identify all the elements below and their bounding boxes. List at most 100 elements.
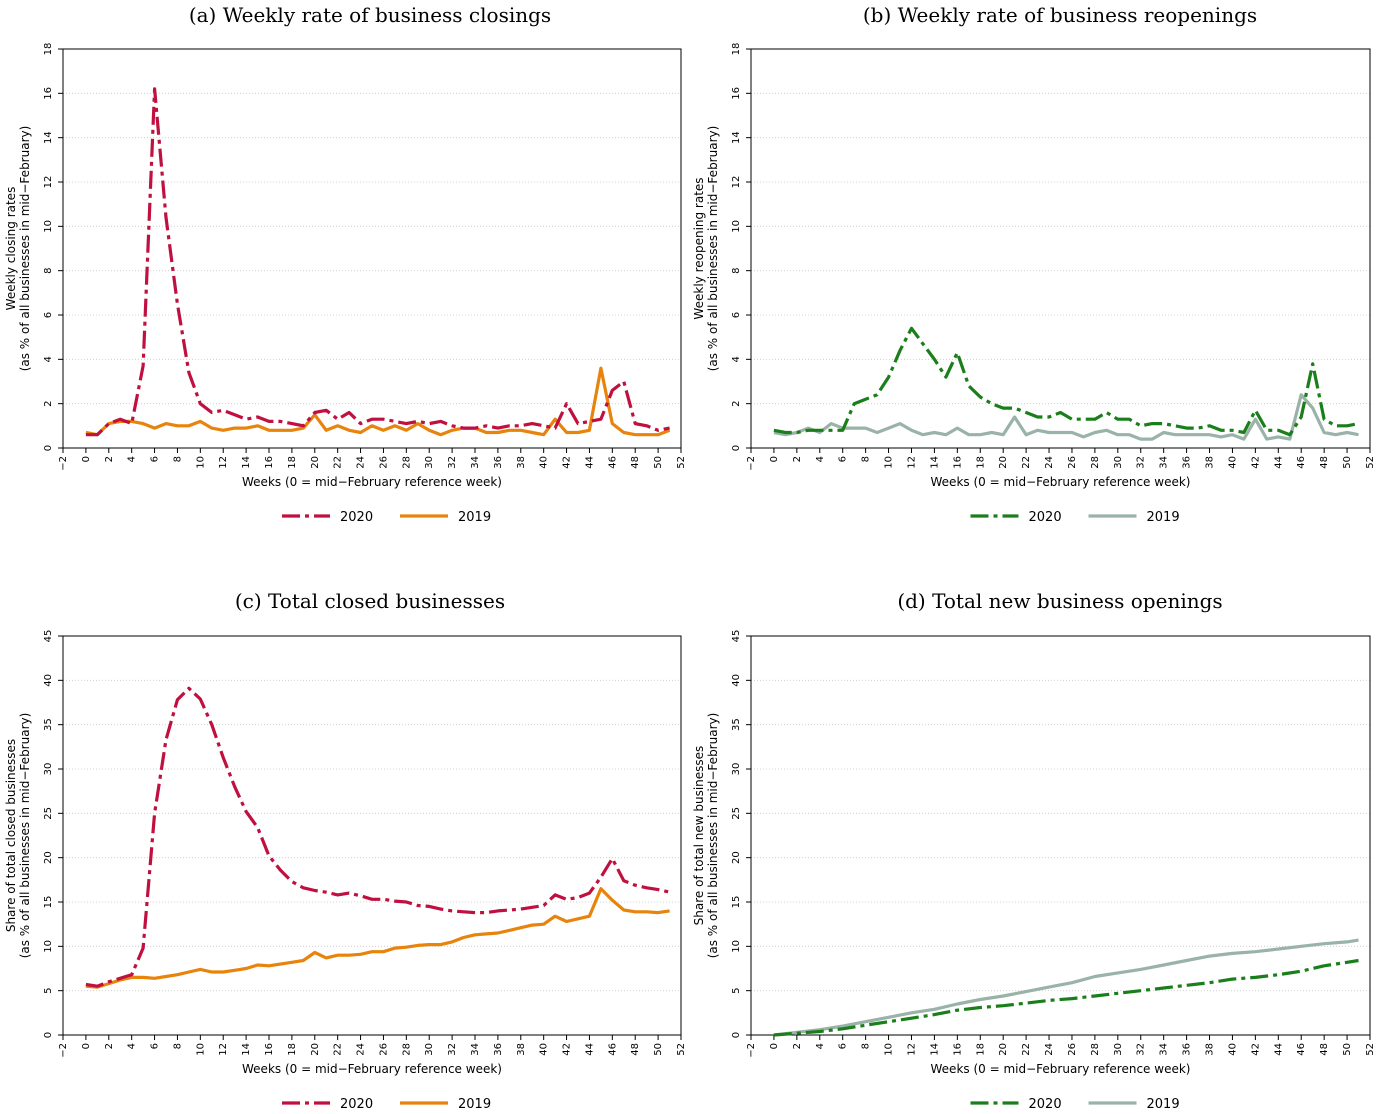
series-line-2020 — [773, 958, 1359, 1037]
y-tick-label: 14 — [43, 131, 54, 144]
y-tick-label: 25 — [731, 807, 742, 820]
y-axis-label: Weekly reopening rates — [692, 177, 706, 319]
x-tick-label: 14 — [929, 456, 940, 469]
x-tick-label: 6 — [150, 456, 161, 462]
x-tick-label: 44 — [584, 1043, 595, 1056]
y-axis-label: (as % of all businesses in mid−February) — [18, 126, 32, 372]
x-tick-label: 44 — [1273, 456, 1284, 469]
x-tick-label: 10 — [195, 456, 206, 469]
legend-label-2020: 2020 — [1029, 510, 1062, 525]
x-tick-label: 40 — [539, 1043, 550, 1056]
y-tick-label: 18 — [43, 43, 54, 56]
x-tick-label: 2 — [792, 1043, 803, 1049]
x-tick-label: 50 — [653, 1043, 664, 1056]
y-tick-label: 6 — [731, 312, 742, 318]
plot-frame — [750, 635, 1371, 1036]
series-line-2019 — [773, 938, 1359, 1037]
y-tick-label: 0 — [731, 1032, 742, 1038]
x-tick-label: 52 — [1365, 1043, 1376, 1056]
x-tick-label: 42 — [1250, 1043, 1261, 1056]
x-tick-label: 22 — [333, 456, 344, 469]
legend-label-2020: 2020 — [340, 510, 373, 525]
y-tick-label: 15 — [731, 896, 742, 909]
y-tick-label: 25 — [43, 807, 54, 820]
y-tick-label: 20 — [731, 851, 742, 864]
y-tick-label: 0 — [731, 445, 742, 451]
chart-title: (b) Weekly rate of business reopenings — [863, 3, 1257, 27]
x-tick-label: 26 — [1067, 456, 1078, 469]
legend-label-2020: 2020 — [340, 1097, 373, 1112]
y-axis-label: Share of total closed businesses — [4, 739, 18, 932]
x-tick-label: 32 — [447, 1043, 458, 1056]
series-line-2019 — [85, 366, 671, 437]
x-tick-label: 26 — [1067, 1043, 1078, 1056]
x-tick-label: 24 — [356, 1043, 367, 1056]
x-tick-label: 36 — [1182, 1043, 1193, 1056]
x-tick-label: 4 — [127, 456, 138, 462]
y-tick-label: 12 — [731, 176, 742, 189]
x-tick-label: 2 — [104, 456, 115, 462]
x-axis-label: Weeks (0 = mid−February reference week) — [242, 475, 502, 489]
legend-label-2019: 2019 — [458, 510, 491, 525]
y-tick-label: 30 — [731, 763, 742, 776]
series-line-2020 — [773, 326, 1359, 437]
x-tick-label: 22 — [1021, 456, 1032, 469]
x-tick-label: 16 — [952, 456, 963, 469]
x-tick-label: 42 — [562, 456, 573, 469]
y-tick-label: 20 — [43, 851, 54, 864]
y-tick-label: 16 — [43, 87, 54, 100]
x-tick-label: 0 — [81, 1043, 92, 1049]
x-tick-label: 34 — [470, 1043, 481, 1056]
plot-frame — [62, 635, 682, 1036]
x-tick-label: 8 — [172, 1043, 183, 1049]
x-tick-label: 18 — [287, 1043, 298, 1056]
x-tick-label: 50 — [653, 456, 664, 469]
y-axis-label: (as % of all businesses in mid−February) — [706, 126, 720, 372]
x-tick-label: 46 — [607, 1043, 618, 1056]
x-tick-label: 18 — [287, 456, 298, 469]
y-tick-label: 45 — [731, 630, 742, 643]
chart-panel-a: (a) Weekly rate of business closings0246… — [4, 3, 687, 525]
x-tick-label: 6 — [838, 1043, 849, 1049]
y-tick-label: 15 — [43, 896, 54, 909]
x-tick-label: 18 — [975, 1043, 986, 1056]
x-tick-label: 40 — [539, 456, 550, 469]
x-tick-label: 24 — [356, 456, 367, 469]
chart-panel-c: (c) Total closed businesses0510152025303… — [4, 589, 687, 1112]
x-axis-label: Weeks (0 = mid−February reference week) — [931, 1062, 1191, 1076]
y-tick-label: 40 — [43, 674, 54, 687]
x-tick-label: 28 — [1090, 456, 1101, 469]
x-tick-label: 16 — [952, 1043, 963, 1056]
x-tick-label: 14 — [929, 1043, 940, 1056]
y-tick-label: 8 — [731, 267, 742, 273]
x-tick-label: 28 — [401, 1043, 412, 1056]
x-tick-label: 14 — [241, 1043, 252, 1056]
legend: 2020 2019 — [970, 510, 1180, 525]
y-tick-label: 10 — [43, 940, 54, 953]
x-tick-label: 8 — [172, 456, 183, 462]
x-tick-label: 10 — [884, 456, 895, 469]
x-tick-label: 48 — [630, 1043, 641, 1056]
y-tick-label: 5 — [731, 987, 742, 993]
y-tick-label: 0 — [43, 1032, 54, 1038]
x-tick-label: 52 — [1365, 456, 1376, 469]
x-tick-label: 22 — [1021, 1043, 1032, 1056]
y-tick-label: 35 — [43, 718, 54, 731]
x-tick-label: 40 — [1227, 456, 1238, 469]
y-tick-label: 40 — [731, 674, 742, 687]
x-tick-label: 2 — [792, 456, 803, 462]
x-tick-label: 32 — [447, 456, 458, 469]
x-tick-label: 34 — [470, 456, 481, 469]
x-tick-label: 50 — [1342, 456, 1353, 469]
x-tick-label: 32 — [1136, 456, 1147, 469]
y-axis-label: Share of total new businesses — [692, 746, 706, 926]
y-tick-label: 4 — [731, 356, 742, 362]
x-tick-label: 38 — [1205, 1043, 1216, 1056]
series-line-2019 — [773, 393, 1359, 441]
x-tick-label: 24 — [1044, 1043, 1055, 1056]
x-tick-label: −2 — [746, 1043, 757, 1058]
y-tick-label: 18 — [731, 43, 742, 56]
x-tick-label: 4 — [127, 1043, 138, 1049]
x-tick-label: 12 — [906, 1043, 917, 1056]
